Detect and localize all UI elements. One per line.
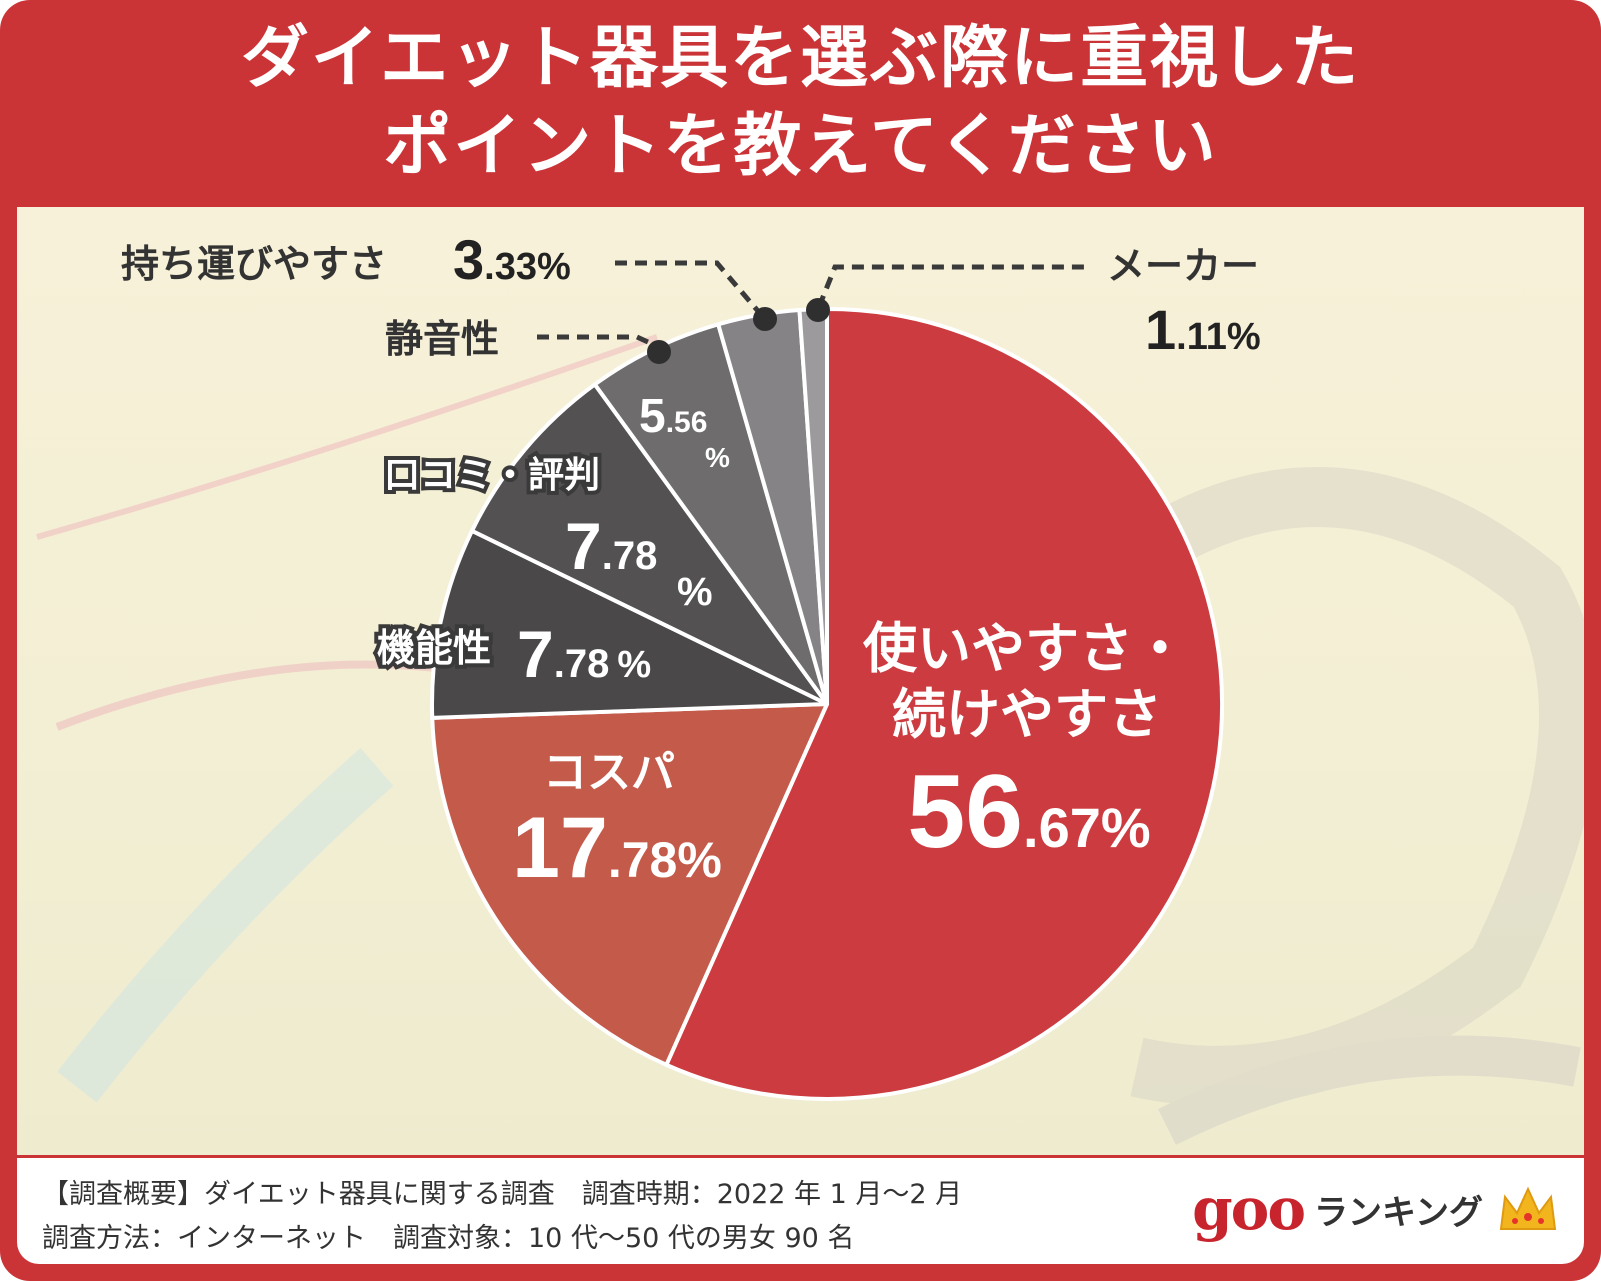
leader-line-mochihakobi xyxy=(615,260,765,319)
survey-summary-line-1: 【調査概要】ダイエット器具に関する調査 調査時期：2022 年 1 月〜2 月 xyxy=(42,1179,963,1210)
background-decoration xyxy=(36,334,1584,1145)
slice-label-tsukaiyasusa-line2: 続けやすさ xyxy=(892,685,1162,745)
logo-word: goo xyxy=(1192,1175,1306,1243)
slice-value-kinousei-pct: % xyxy=(617,644,651,686)
slice-label-maker: メーカー xyxy=(1107,246,1259,288)
slice-value-kinousei-int: 7 xyxy=(517,617,554,691)
slice-value-mochihakobi: 3.33% xyxy=(453,228,571,291)
slice-value-seionsei-dec: .56 xyxy=(666,406,708,439)
pie-slice-tsukaiyasusa xyxy=(664,307,1224,1101)
slice-value-kuchikomi-dec: .78 xyxy=(602,534,658,578)
pie-slice-kuchikomi xyxy=(469,382,829,706)
slice-label-kuchikomi: 口コミ・評判 xyxy=(384,454,600,495)
slice-label-mochihakobi: 持ち運びやすさ xyxy=(121,244,387,286)
slice-value-seionsei-pct: % xyxy=(705,442,730,473)
logo-suffix: ランキング xyxy=(1314,1192,1483,1233)
slice-value-kosupa-dec: .78% xyxy=(608,832,722,888)
slice-value-maker-int: 1 xyxy=(1145,298,1176,361)
leader-dot-jing-on-sei xyxy=(647,340,671,364)
slice-value-kosupa: 17.78% xyxy=(512,800,722,896)
slice-label-kinousei: 機能性 xyxy=(377,628,491,670)
pie-slice-kinousei xyxy=(430,528,829,720)
title-line-1: ダイエット器具を選ぶ際に重視した xyxy=(240,18,1361,98)
pie-chart: 使いやすさ・ 続けやすさ 56.67% コスパ 17.78% 機能性 7.78%… xyxy=(36,228,1584,1145)
footer: 【調査概要】ダイエット器具に関する調査 調査時期：2022 年 1 月〜2 月 … xyxy=(17,1158,1584,1264)
goo-ranking-logo[interactable]: goo ランキング xyxy=(1192,1180,1559,1238)
slice-value-kosupa-int: 17 xyxy=(512,800,608,896)
pie-slices xyxy=(430,307,1224,1101)
crown-icon xyxy=(1499,1186,1557,1230)
slice-value-seionsei-int: 5 xyxy=(639,390,666,443)
slice-value-kuchikomi: 7.78 xyxy=(565,509,657,583)
leader-lines xyxy=(537,260,1089,350)
slice-value-maker-dec: .11% xyxy=(1176,316,1261,358)
survey-summary-line-2: 調査方法：インターネット 調査対象：10 代〜50 代の男女 90 名 xyxy=(42,1223,855,1254)
slice-value-kuchikomi-pct: % xyxy=(677,570,713,614)
slice-label-seionsei: 静音性 xyxy=(385,319,499,361)
leader-line-maker xyxy=(816,264,1089,308)
slice-label-kosupa: コスパ xyxy=(543,748,675,797)
slice-value-mochihakobi-dec: .33% xyxy=(484,246,571,288)
slice-label-tsukaiyasusa-line1: 使いやすさ・ xyxy=(863,619,1187,679)
slice-value-maker: 1.11% xyxy=(1145,298,1261,361)
slice-value-tsukaiyasusa-int: 56 xyxy=(907,754,1023,870)
title-line-2: ポイントを教えてください xyxy=(383,106,1218,186)
leader-dot-mochihakobi xyxy=(753,307,777,331)
leader-line-jing-on-sei xyxy=(537,334,661,350)
leader-dot-maker xyxy=(806,298,830,322)
chart-panel: 使いやすさ・ 続けやすさ 56.67% コスパ 17.78% 機能性 7.78%… xyxy=(17,207,1584,1155)
chart-title: ダイエット器具を選ぶ際に重視した ポイントを教えてください xyxy=(0,0,1601,205)
slice-value-mochihakobi-int: 3 xyxy=(453,228,484,291)
slice-value-kinousei: 7.78% xyxy=(517,617,651,691)
slice-value-tsukaiyasusa-dec: .67% xyxy=(1023,796,1151,859)
slice-value-kuchikomi-int: 7 xyxy=(565,509,602,583)
pie-slice-kosupa xyxy=(430,702,829,1067)
slice-value-seionsei: 5.56 xyxy=(639,390,707,443)
slice-value-tsukaiyasusa: 56.67% xyxy=(907,754,1150,870)
slice-value-kinousei-dec: .78 xyxy=(554,642,610,686)
